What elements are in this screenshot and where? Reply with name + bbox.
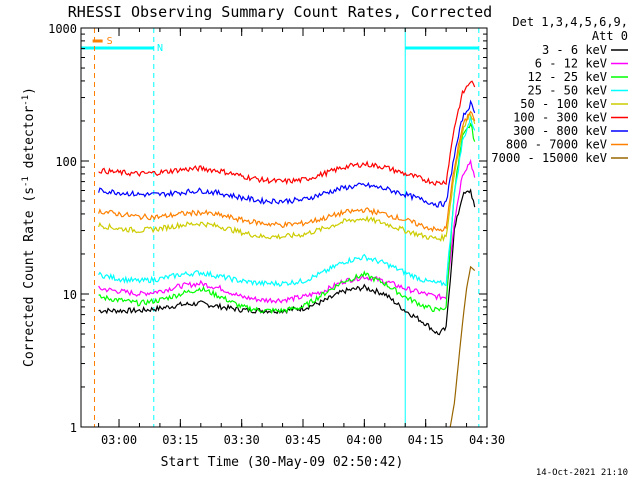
legend-header-line-2: Att 0 bbox=[592, 29, 628, 43]
x-axis-label: Start Time (30-May-09 02:50:42) bbox=[161, 455, 404, 470]
y-tick-label: 10 bbox=[63, 288, 77, 302]
y-axis: 1 10 100 1000 bbox=[48, 22, 487, 435]
legend-label: 6 - 12 keV bbox=[535, 57, 607, 71]
series-line-8 bbox=[98, 110, 476, 233]
x-tick-label: 04:15 bbox=[408, 433, 444, 447]
chart-title: RHESSI Observing Summary Count Rates, Co… bbox=[68, 3, 492, 21]
legend-label: 50 - 100 keV bbox=[520, 97, 607, 111]
legend-label: 800 - 7000 keV bbox=[506, 138, 607, 152]
x-tick-label: 03:30 bbox=[224, 433, 260, 447]
x-tick-label: 03:45 bbox=[285, 433, 321, 447]
night-bars: NS bbox=[81, 36, 479, 54]
y-axis-label: Corrected Count Rate (s-1 detector-1) bbox=[21, 87, 37, 367]
x-tick-label: 04:30 bbox=[469, 433, 505, 447]
series-line-9 bbox=[449, 265, 476, 428]
series-line-5 bbox=[98, 112, 476, 243]
legend-label: 300 - 800 keV bbox=[513, 124, 607, 138]
y-tick-label: 1000 bbox=[48, 22, 77, 36]
legend-label: 100 - 300 keV bbox=[513, 111, 607, 125]
y-tick-label: 1 bbox=[70, 421, 77, 435]
legend-label: 7000 - 15000 keV bbox=[491, 151, 607, 165]
series-line-2 bbox=[98, 158, 476, 304]
night-label: N bbox=[157, 43, 163, 54]
y-tick-label: 100 bbox=[55, 155, 77, 169]
series-line-3 bbox=[98, 122, 476, 315]
x-axis: 03:00 03:15 03:30 03:45 04:00 04:15 04:30 bbox=[98, 28, 505, 447]
plot-frame bbox=[80, 27, 488, 428]
series-line-7 bbox=[98, 99, 476, 208]
legend-label: 25 - 50 keV bbox=[528, 84, 607, 98]
series-line-4 bbox=[98, 115, 476, 287]
legend-label: 12 - 25 keV bbox=[528, 70, 607, 84]
data-series bbox=[98, 80, 476, 428]
x-tick-label: 03:15 bbox=[162, 433, 198, 447]
x-tick-label: 03:00 bbox=[101, 433, 137, 447]
footer-timestamp: 14-Oct-2021 21:10 bbox=[536, 468, 628, 478]
x-tick-label: 04:00 bbox=[346, 433, 382, 447]
series-line-6 bbox=[98, 80, 476, 187]
legend-header-line-1: Det 1,3,4,5,6,9, bbox=[512, 15, 628, 29]
legend-label: 3 - 6 keV bbox=[542, 43, 607, 57]
vertical-markers bbox=[80, 28, 480, 427]
attenuator-state-label: S bbox=[107, 36, 113, 47]
